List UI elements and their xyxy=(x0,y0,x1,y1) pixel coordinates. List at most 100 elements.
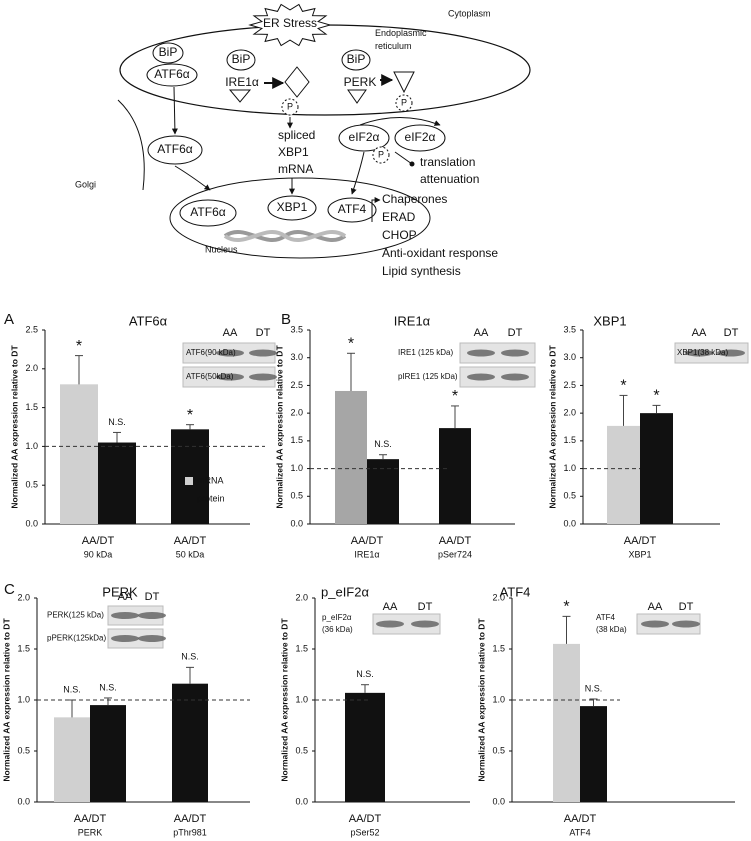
y-tick-label: 2.0 xyxy=(17,592,30,602)
blot-band xyxy=(467,349,495,357)
tf-shape xyxy=(179,199,237,227)
legend-label: mRNA xyxy=(197,475,224,485)
bar xyxy=(172,683,208,802)
y-axis-title: Normalized AA expression relative to DT xyxy=(1,618,11,782)
significance-label: N.S. xyxy=(181,652,199,662)
y-axis-title: Normalized AA expression relative to DT xyxy=(9,345,19,509)
arrow xyxy=(171,86,178,135)
lane-label: DT xyxy=(256,327,271,339)
chart-title: ATF4 xyxy=(500,584,531,599)
arrow xyxy=(359,117,441,126)
cytoplasm-label: Cytoplasm xyxy=(448,8,491,18)
y-tick-label: 0.0 xyxy=(17,796,30,806)
y-tick-label: 0.0 xyxy=(290,518,303,528)
x-sublabel: XBP1 xyxy=(628,549,651,559)
blot-band xyxy=(249,349,277,357)
y-tick-label: 1.5 xyxy=(290,435,303,445)
x-sublabel: pThr981 xyxy=(173,827,207,837)
significance-label: * xyxy=(187,407,193,424)
sensor-label: ATF6α xyxy=(154,67,189,81)
x-sublabel: PERK xyxy=(78,827,103,837)
y-tick-label: 2.0 xyxy=(295,592,308,602)
tf-label: ATF6α xyxy=(190,205,225,219)
golgi-label: Golgi xyxy=(75,179,96,189)
arrow xyxy=(350,151,365,195)
band-label: p_eIF2α (36 kDa) xyxy=(322,613,353,634)
significance-label: * xyxy=(563,599,569,616)
ire1-active xyxy=(284,66,310,98)
significance-label: N.S. xyxy=(108,417,126,427)
significance-label: * xyxy=(452,388,458,405)
y-axis-title: Normalized AA expression relative to DT xyxy=(547,345,557,509)
bar xyxy=(439,428,471,524)
bar xyxy=(580,706,607,802)
eif2-label: eIF2α xyxy=(405,130,436,144)
blot-band xyxy=(249,373,277,381)
lane-label: AA xyxy=(474,327,489,339)
lane-label: AA xyxy=(223,327,238,339)
band-label: pPERK(125kDa) xyxy=(47,634,106,643)
charts: A ATF6α Normalized AA expression relative … xyxy=(1,311,749,837)
x-sublabel: 90 kDa xyxy=(84,549,113,559)
y-tick-label: 1.5 xyxy=(25,402,38,412)
y-tick-label: 1.5 xyxy=(563,435,576,445)
phospho-label: P xyxy=(287,101,293,111)
bip-shape xyxy=(341,49,371,71)
tf-label: ATF4 xyxy=(338,202,367,216)
perk-shape xyxy=(347,89,367,104)
y-tick-label: 1.5 xyxy=(492,643,505,653)
arrow xyxy=(174,165,211,191)
blot-band xyxy=(376,620,404,628)
y-tick-label: 1.0 xyxy=(17,694,30,704)
y-tick-label: 0.0 xyxy=(563,518,576,528)
x-sublabel: IRE1α xyxy=(354,549,379,559)
y-tick-label: 1.0 xyxy=(295,694,308,704)
lane-label: AA xyxy=(692,327,707,339)
significance-label: N.S. xyxy=(585,683,603,693)
significance-label: * xyxy=(76,338,82,355)
y-tick-label: 3.0 xyxy=(563,352,576,362)
blot-strip xyxy=(372,613,441,635)
band-label: IRE1 (125 kDa) xyxy=(398,348,453,357)
legend-swatch xyxy=(185,477,193,485)
inhibit-dot xyxy=(409,161,415,167)
x-tick-label: AA/DT xyxy=(174,535,207,547)
y-tick-label: 1.0 xyxy=(290,463,303,473)
phospho-label: P xyxy=(401,97,407,107)
significance-label: N.S. xyxy=(99,682,117,692)
lane-label: AA xyxy=(118,591,133,603)
x-sublabel: pSer724 xyxy=(438,549,472,559)
significance-label: N.S. xyxy=(356,669,374,679)
significance-label: * xyxy=(653,388,659,405)
phospho-circle xyxy=(372,146,390,164)
sensor-label: IRE1α xyxy=(225,75,259,89)
eif2-shape xyxy=(394,124,446,152)
bar xyxy=(90,705,126,802)
y-tick-label: 0.5 xyxy=(295,745,308,755)
x-tick-label: AA/DT xyxy=(439,535,472,547)
x-sublabel: ATF4 xyxy=(569,827,590,837)
spliced-line: XBP1 xyxy=(278,145,309,159)
blot-band xyxy=(111,635,139,642)
sensor-label: PERK xyxy=(344,75,377,89)
bip-label: BiP xyxy=(347,52,366,66)
y-axis-title: Normalized AA expression relative to DT xyxy=(274,345,284,509)
bip-shape xyxy=(226,49,256,71)
arrow xyxy=(371,197,381,222)
chart-title: p_eIF2α xyxy=(321,584,369,599)
x-tick-label: AA/DT xyxy=(174,813,207,825)
chart-title: ATF6α xyxy=(129,313,168,328)
y-tick-label: 2.5 xyxy=(290,380,303,390)
phospho-circle xyxy=(395,94,413,112)
dna xyxy=(223,229,347,243)
x-tick-label: AA/DT xyxy=(82,535,115,547)
y-tick-label: 1.0 xyxy=(563,463,576,473)
y-tick-label: 3.5 xyxy=(563,324,576,334)
blot-band xyxy=(501,373,529,381)
x-tick-label: AA/DT xyxy=(349,813,382,825)
y-tick-label: 3.0 xyxy=(290,352,303,362)
output: ERAD xyxy=(382,210,416,224)
y-axis-title: Normalized AA expression relative to DT xyxy=(476,618,486,782)
blot-band xyxy=(411,620,439,628)
y-tick-label: 0.0 xyxy=(25,518,38,528)
